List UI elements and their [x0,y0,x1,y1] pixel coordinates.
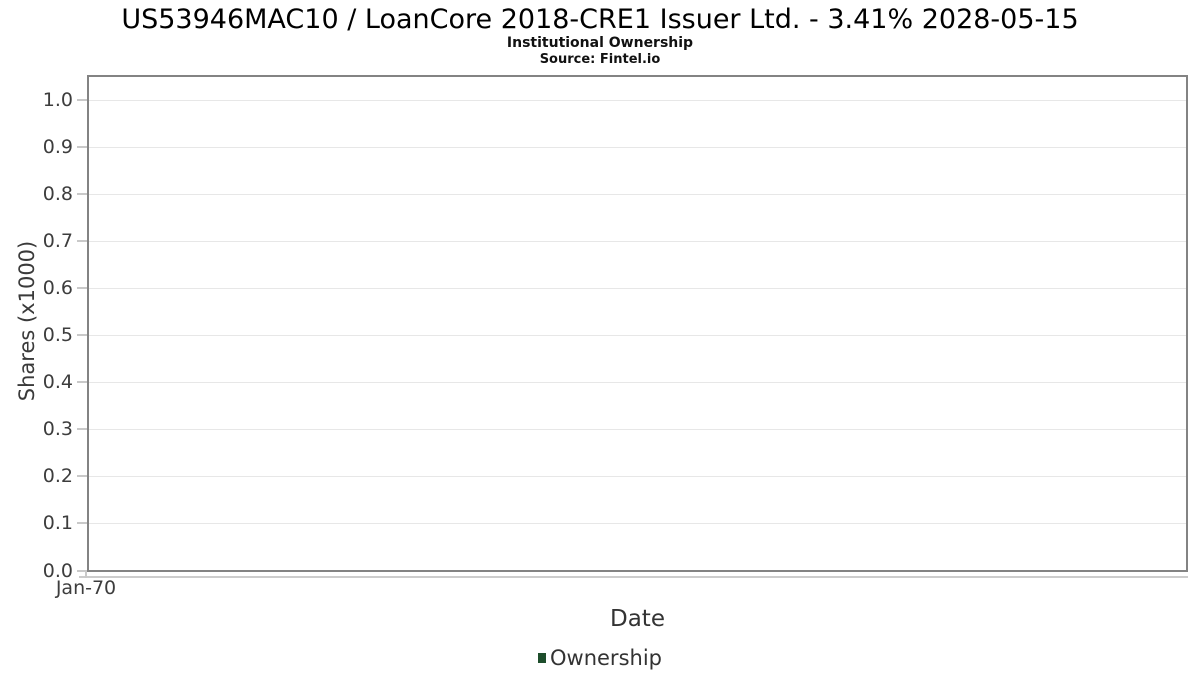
chart-subtitle: Institutional Ownership [506,35,694,51]
y-tick-mark [77,475,87,478]
y-gridline [89,335,1186,337]
x-tick-mark [85,572,87,578]
y-tick-mark [77,287,87,290]
y-tick-label: 0.7 [42,230,73,253]
plot-area [87,75,1188,572]
y-tick-mark [77,334,87,337]
y-tick-mark [77,569,87,572]
y-tick-label: 0.6 [42,277,73,300]
y-tick-mark [77,428,87,431]
chart-source: Source: Fintel.io [539,52,661,67]
y-tick-mark [77,99,87,101]
y-tick-label: 0.0 [42,559,73,582]
y-gridline [89,429,1186,431]
x-tick-label: Jan-70 [55,577,117,599]
y-tick-mark [77,193,87,196]
y-gridline [89,100,1186,101]
y-tick-label: 0.1 [42,512,73,535]
y-gridline [89,288,1186,290]
chart-title: US53946MAC10 / LoanCore 2018-CRE1 Issuer… [121,4,1079,35]
y-gridline [89,241,1186,243]
y-tick-label: 0.3 [42,418,73,441]
legend-label-ownership: Ownership [550,646,662,670]
x-axis-title: Date [610,606,665,632]
legend: Ownership [0,644,1200,672]
y-tick-mark [77,240,87,243]
y-gridline [89,147,1186,149]
y-gridline [89,523,1186,525]
y-tick-label: 0.8 [42,183,73,206]
y-gridline [89,382,1186,384]
y-tick-label: 0.4 [42,371,73,394]
y-tick-mark [77,522,87,525]
y-gridline [89,476,1186,478]
y-tick-label: 0.9 [42,136,73,159]
y-tick-mark [77,146,87,149]
legend-swatch-ownership [538,653,546,663]
x-axis-line [79,576,1188,578]
y-tick-label: 0.2 [42,465,73,488]
y-tick-label: 1.0 [42,89,73,111]
y-tick-mark [77,381,87,384]
y-tick-label: 0.5 [42,324,73,347]
y-gridline [89,194,1186,196]
